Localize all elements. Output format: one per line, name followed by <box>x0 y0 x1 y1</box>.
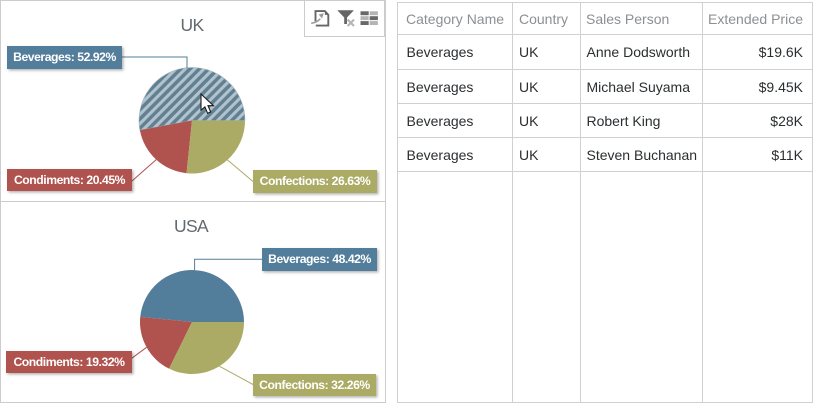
svg-text:UK: UK <box>181 15 205 35</box>
svg-text:USA: USA <box>174 216 209 236</box>
